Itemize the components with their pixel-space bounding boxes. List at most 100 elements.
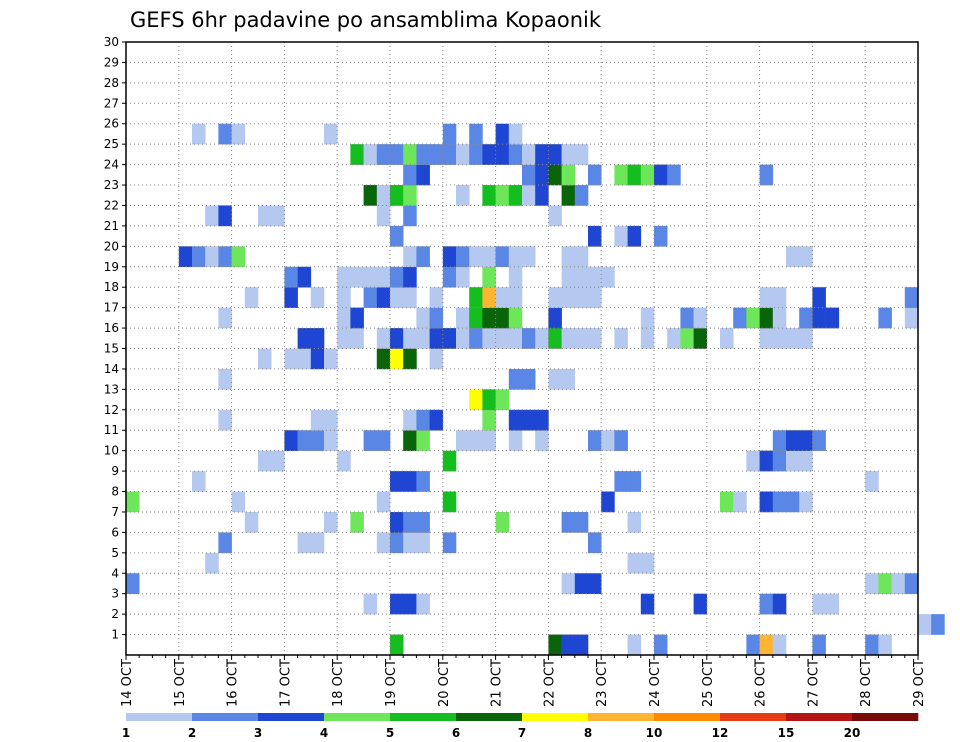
heatmap-cell: [403, 164, 417, 186]
heatmap-cell: [363, 144, 378, 165]
heatmap-cell: [416, 430, 430, 451]
x-tick-label: 19 OCT: [384, 659, 399, 707]
y-tick-label: 4: [111, 566, 119, 580]
heatmap-cell: [482, 389, 496, 411]
heatmap-cell: [192, 471, 206, 492]
heatmap-cell: [693, 307, 708, 329]
heatmap-cell: [772, 491, 787, 513]
heatmap-cell: [535, 164, 549, 186]
heatmap-cell: [337, 307, 351, 329]
heatmap-cell: [258, 450, 272, 472]
x-tick-label: 15 OCT: [173, 659, 188, 707]
heatmap-cell: [799, 328, 813, 349]
heatmap-cell: [218, 409, 232, 431]
heatmap-cell: [772, 593, 787, 615]
heatmap-cell: [390, 532, 404, 554]
x-tick-label: 25 OCT: [701, 659, 716, 707]
heatmap-cell: [759, 287, 774, 308]
heatmap-cell: [297, 348, 312, 370]
heatmap-cell: [561, 266, 576, 288]
legend-swatch: [654, 713, 721, 721]
heatmap-cell: [495, 246, 510, 268]
heatmap-cell: [495, 185, 510, 206]
heatmap-cell: [627, 634, 642, 656]
heatmap-cell: [561, 634, 576, 656]
heatmap-cell: [799, 307, 813, 329]
heatmap-cell: [654, 164, 668, 186]
heatmap-cell: [376, 348, 391, 370]
heatmap-cell: [258, 205, 272, 227]
heatmap-cell: [812, 634, 826, 656]
heatmap-cell: [324, 430, 338, 451]
heatmap-cell: [772, 307, 787, 329]
heatmap-cell: [442, 491, 457, 513]
heatmap-cell: [403, 144, 417, 165]
heatmap-cell: [601, 491, 615, 513]
heatmap-cell: [627, 552, 642, 574]
heatmap-cell: [614, 471, 628, 492]
heatmap-cell: [548, 287, 562, 308]
heatmap-cell: [772, 430, 787, 451]
heatmap-cell: [297, 266, 312, 288]
heatmap-cell: [878, 573, 892, 594]
heatmap-cell: [456, 307, 470, 329]
heatmap-cell: [812, 593, 826, 615]
heatmap-cell: [640, 307, 655, 329]
heatmap-cell: [456, 246, 470, 268]
heatmap-cell: [310, 430, 325, 451]
heatmap-cell: [878, 307, 892, 329]
heatmap-cell: [376, 430, 391, 451]
heatmap-cell: [482, 307, 496, 329]
heatmap-cell: [258, 348, 272, 370]
heatmap-cell: [548, 307, 562, 329]
heatmap-cell: [627, 225, 642, 247]
heatmap-cell: [548, 634, 562, 656]
heatmap-cell: [376, 532, 391, 554]
heatmap-cell: [403, 593, 417, 615]
heatmap-cell: [310, 287, 325, 308]
heatmap-cell: [561, 511, 576, 533]
legend-label: 12: [712, 726, 729, 740]
y-tick-label: 27: [104, 96, 119, 110]
heatmap-cell: [469, 144, 483, 165]
heatmap-cell: [469, 307, 483, 329]
heatmap-cell: [403, 532, 417, 554]
y-tick-label: 26: [104, 117, 119, 131]
heatmap-cell: [759, 491, 774, 513]
heatmap-cell: [376, 328, 391, 349]
heatmap-cell: [482, 328, 496, 349]
heatmap-cell: [310, 409, 325, 431]
heatmap-cell: [772, 450, 787, 472]
heatmap-cell: [310, 348, 325, 370]
heatmap-cell: [561, 246, 576, 268]
legend-swatch: [786, 713, 853, 721]
legend-swatch: [390, 713, 457, 721]
heatmap-cell: [535, 430, 549, 451]
x-axis: 14 OCT 15 OCT 16 OCT 17 OCT 18 OCT 19 OCT 20 O…: [120, 655, 927, 707]
heatmap-cell: [337, 287, 351, 308]
heatmap-cell: [786, 491, 800, 513]
heatmap-cell: [429, 307, 444, 329]
heatmap-cell: [442, 144, 457, 165]
heatmap-cell: [680, 307, 694, 329]
heatmap-cell: [337, 328, 351, 349]
heatmap-cell: [574, 185, 589, 206]
heatmap-cell: [192, 123, 206, 145]
heatmap-cell: [522, 144, 536, 165]
heatmap-cell: [904, 307, 919, 329]
legend-label: 1: [122, 726, 130, 740]
heatmap-cell: [469, 328, 483, 349]
heatmap-cell: [442, 450, 457, 472]
heatmap-cell: [403, 409, 417, 431]
heatmap-cell: [627, 511, 642, 533]
legend-swatch: [522, 713, 589, 721]
heatmap-cell: [733, 491, 747, 513]
heatmap-cell: [284, 287, 298, 308]
heatmap-cell: [376, 185, 391, 206]
heatmap-cell: [508, 144, 523, 165]
heatmap-cell: [469, 287, 483, 308]
heatmap-cell: [680, 328, 694, 349]
heatmap-cell: [416, 164, 430, 186]
heatmap-cell: [640, 328, 655, 349]
heatmap-cell: [403, 348, 417, 370]
